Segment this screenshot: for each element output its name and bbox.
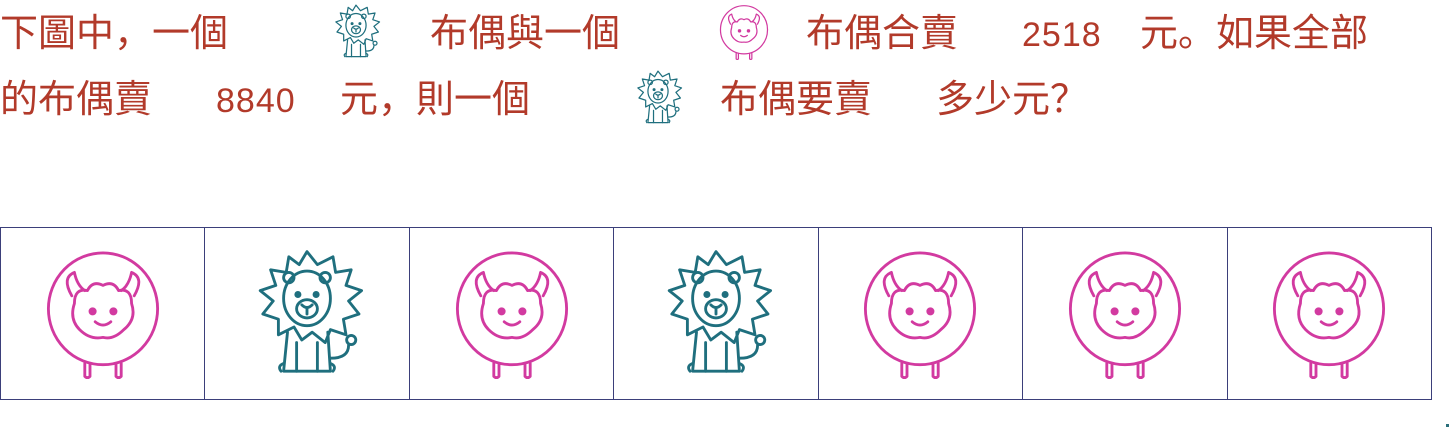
- price-total-all: 8840: [216, 82, 296, 120]
- stray-dot: [1446, 424, 1449, 427]
- doll-strip: [0, 227, 1432, 400]
- sheep-doll-icon: [447, 244, 577, 384]
- doll-cell: [1228, 228, 1431, 399]
- sheep-doll-icon: [38, 244, 168, 384]
- doll-cell: [1, 228, 206, 399]
- lion-doll-icon: [630, 70, 686, 126]
- text-segment: 元，則一個: [340, 77, 531, 121]
- sheep-doll-icon: [716, 4, 772, 60]
- text-segment: 布偶與一個: [430, 11, 621, 55]
- doll-cell: [410, 228, 615, 399]
- doll-cell: [614, 228, 819, 399]
- text-segment: 多少元？: [936, 77, 1089, 121]
- text-segment: 布偶合賣: [806, 11, 959, 55]
- doll-cell: [1023, 228, 1228, 399]
- lion-doll-icon: [242, 244, 372, 384]
- sheep-doll-icon: [855, 244, 985, 384]
- text-segment: 元。如果全部: [1140, 11, 1369, 55]
- text-segment: 下圖中，一個: [0, 11, 229, 55]
- sheep-doll-icon: [1264, 244, 1394, 384]
- text-segment: 的布偶賣: [0, 77, 153, 121]
- lion-doll-icon: [328, 4, 384, 60]
- price-total-pair: 2518: [1022, 16, 1102, 54]
- lion-doll-icon: [651, 244, 781, 384]
- doll-cell: [205, 228, 410, 399]
- text-segment: 布偶要賣: [720, 77, 873, 121]
- doll-cell: [819, 228, 1024, 399]
- sheep-doll-icon: [1060, 244, 1190, 384]
